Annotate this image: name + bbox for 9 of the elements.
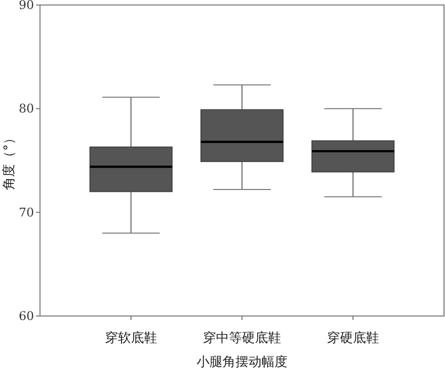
x-tick-label: 穿中等硬底鞋	[203, 331, 281, 346]
y-tick-label: 60	[18, 309, 34, 323]
x-tick-label: 穿软底鞋	[105, 331, 158, 346]
y-tick-label: 70	[18, 205, 34, 220]
x-tick-label: 穿硬底鞋	[326, 331, 379, 346]
y-tick-label: 90	[18, 0, 34, 12]
x-axis-title: 小腿角摆动幅度	[196, 354, 288, 370]
y-tick-label: 80	[18, 102, 34, 116]
y-axis-title: 角度（°）	[1, 131, 17, 190]
